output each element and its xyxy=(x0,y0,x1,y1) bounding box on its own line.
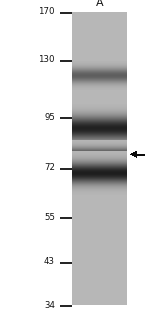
Text: 130: 130 xyxy=(39,56,55,65)
Text: 72: 72 xyxy=(44,163,55,172)
Text: A: A xyxy=(96,0,103,8)
Text: 55: 55 xyxy=(44,213,55,221)
Text: 95: 95 xyxy=(44,112,55,122)
Text: 170: 170 xyxy=(39,7,55,16)
Text: 34: 34 xyxy=(44,300,55,309)
Text: 43: 43 xyxy=(44,257,55,266)
